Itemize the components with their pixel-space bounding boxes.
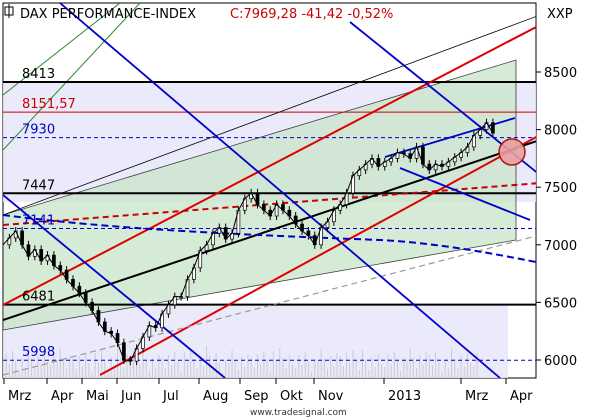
y-tick-label-3: 7500 (544, 181, 577, 196)
blue-dashed-ma (3, 214, 536, 263)
price-line (3, 121, 494, 362)
y-tick-label-2: 7000 (544, 239, 577, 254)
y-tick-label-1: 6500 (544, 296, 577, 311)
level-label-5: 6481 (22, 290, 55, 305)
x-tick-label-10: Mrz (465, 389, 489, 404)
x-tick-label-3: Jun (120, 389, 141, 404)
x-tick-label-4: Jul (162, 389, 179, 404)
x-tick-label-0: Mrz (8, 389, 32, 404)
blue-down-line-2 (59, 3, 501, 378)
red-channel-upper (3, 25, 536, 306)
blue-flag-lower (399, 167, 531, 221)
blue-down-line-1 (3, 194, 226, 378)
highlight-circle (498, 138, 526, 166)
level-label-2: 7930 (22, 123, 55, 138)
quote-text: C:7969,28 -41,42 -0,52% (230, 7, 393, 22)
level-label-0: 8413 (22, 67, 55, 82)
level-label-4: 7141 (22, 214, 55, 229)
level-label-3: 7447 (22, 178, 55, 193)
y-tick-label-0: 6000 (544, 354, 577, 369)
thin-channel-line (3, 16, 536, 216)
price-candles (7, 118, 495, 366)
x-tick-label-2: Mai (86, 389, 109, 404)
level-labels: 8413 8151,57 7930 7447 7141 6481 5998 (22, 67, 76, 360)
grey-dashed-ma (3, 235, 536, 376)
x-tick-label-5: Aug (203, 389, 228, 404)
y-tick-label-5: 8500 (544, 66, 577, 81)
x-tick-label-11: Apr (510, 389, 533, 404)
axis-code: XXP (547, 7, 573, 22)
x-tick-label-7: Okt (280, 389, 303, 404)
level-label-6: 5998 (22, 345, 55, 360)
x-tick-label-1: Apr (51, 389, 74, 404)
green-fan-line-2 (3, 3, 121, 96)
band-lower (3, 305, 508, 378)
x-tick-label-8: Nov (318, 389, 344, 404)
x-axis: Mrz Apr Mai Jun Jul Aug Sep Okt Nov 2013 Mrz Apr (3, 378, 533, 404)
y-tick-label-4: 8000 (544, 124, 577, 139)
level-label-1: 8151,57 (22, 97, 76, 112)
chart-title: DAX PERFORMANCE-INDEX (20, 7, 196, 22)
volume-bars (3, 346, 478, 378)
x-tick-label-9: 2013 (388, 389, 421, 404)
x-tick-label-6: Sep (244, 389, 269, 404)
black-trend-line (3, 140, 536, 321)
green-fan-line-1 (3, 3, 141, 151)
y-axis: 6000 6500 7000 7500 8000 8500 (536, 66, 577, 369)
watermark: www.tradesignal.com (250, 408, 347, 418)
